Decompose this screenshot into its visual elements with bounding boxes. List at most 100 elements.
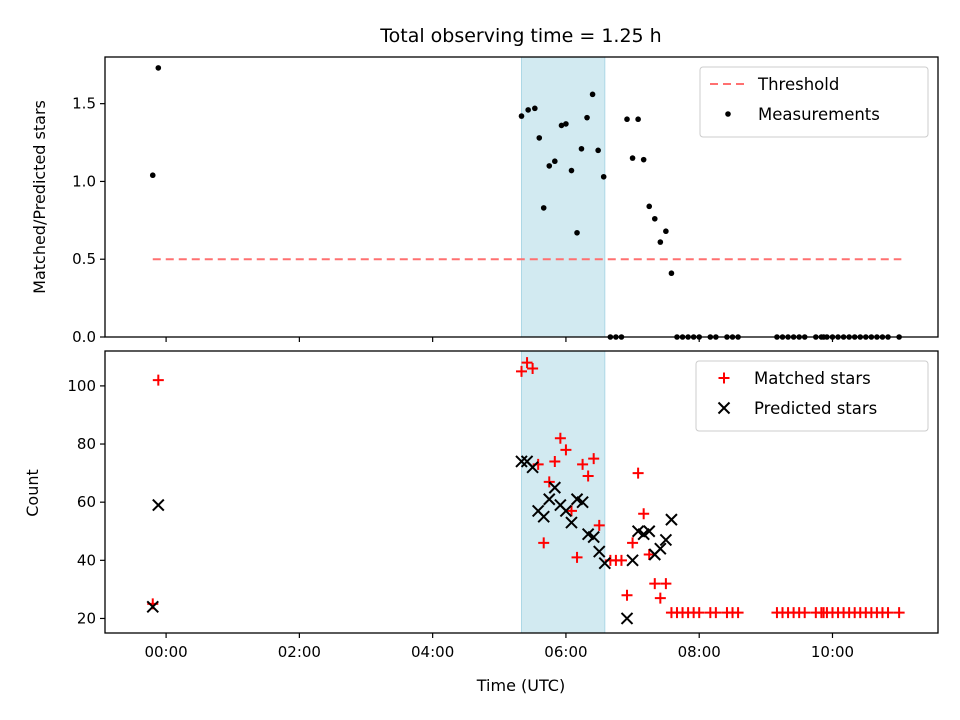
predicted-star-marker xyxy=(620,612,634,625)
top-plot-frame xyxy=(104,56,939,338)
top-shaded-span xyxy=(521,56,606,338)
matched-star-marker xyxy=(632,467,644,479)
predicted-star-marker xyxy=(559,504,573,518)
matched-star-marker xyxy=(577,458,589,470)
predicted-star-marker xyxy=(543,493,556,506)
matched-star-marker xyxy=(549,455,561,467)
legend-matched-swatch xyxy=(718,372,730,384)
x-axis-label: Time (UTC) xyxy=(476,676,565,695)
measurement-point xyxy=(668,270,675,277)
measurement-point xyxy=(624,116,630,123)
measurement-point xyxy=(540,205,547,211)
measurement-point xyxy=(635,116,641,123)
top-y-tick-label: 0.5 xyxy=(72,250,96,268)
measurement-point xyxy=(663,228,669,235)
matched-star-marker xyxy=(527,362,539,374)
top-y-tick-label: 1.0 xyxy=(72,172,96,190)
measurement-point xyxy=(536,135,543,141)
measurement-point xyxy=(525,107,531,113)
measurement-point xyxy=(629,155,636,161)
predicted-star-marker xyxy=(659,533,673,547)
legend-predicted-swatch xyxy=(717,401,731,415)
measurement-point xyxy=(600,173,607,180)
matched-star-marker xyxy=(893,607,905,619)
measurement-point xyxy=(589,91,596,98)
predicted-star-marker xyxy=(565,516,578,529)
matched-star-marker xyxy=(615,554,627,566)
measurement-point xyxy=(518,113,525,119)
measurement-point xyxy=(155,65,162,71)
predicted-star-marker xyxy=(665,513,678,526)
predicted-star-marker xyxy=(537,510,550,523)
matched-star-marker xyxy=(693,607,705,619)
measurement-point xyxy=(640,156,647,163)
matched-star-marker xyxy=(627,537,639,549)
measurement-point xyxy=(558,122,565,129)
bottom-y-tick-label: 20 xyxy=(77,609,96,627)
top-legend-box xyxy=(699,66,929,138)
matched-star-marker xyxy=(152,374,164,386)
matched-star-marker xyxy=(710,607,722,619)
legend-label: Matched stars xyxy=(754,369,871,388)
predicted-star-marker xyxy=(587,530,600,544)
predicted-star-marker xyxy=(643,525,656,538)
bottom-shaded-span xyxy=(521,350,606,634)
measurement-point xyxy=(546,163,553,169)
predicted-star-marker xyxy=(626,554,639,567)
bottom-plot-frame xyxy=(104,350,939,634)
matched-star-marker xyxy=(538,537,550,549)
predicted-star-marker xyxy=(526,461,539,474)
measurement-point xyxy=(657,239,664,245)
legend-label: Predicted stars xyxy=(754,399,877,418)
predicted-star-marker xyxy=(152,498,165,512)
x-tick-label: 08:00 xyxy=(678,643,721,661)
measurement-point xyxy=(574,229,580,236)
matched-star-marker xyxy=(516,365,527,377)
x-tick-label: 04:00 xyxy=(411,643,454,661)
bottom-y-axis-label: Count xyxy=(23,469,42,517)
matched-star-marker xyxy=(593,519,605,531)
matched-star-marker xyxy=(543,476,555,488)
predicted-star-marker xyxy=(515,455,528,468)
matched-star-marker xyxy=(649,578,661,590)
bottom-y-tick-label: 60 xyxy=(77,493,96,511)
predicted-star-marker xyxy=(576,495,589,509)
measurement-point xyxy=(646,203,653,210)
matched-star-marker xyxy=(571,551,583,563)
predicted-star-marker xyxy=(598,557,612,570)
top-y-tick-label: 0.0 xyxy=(72,328,96,346)
matched-star-marker xyxy=(521,357,533,369)
legend-label: Threshold xyxy=(757,75,839,94)
matched-star-marker xyxy=(882,607,894,619)
bottom-legend-box xyxy=(695,360,929,432)
bottom-y-tick-label: 100 xyxy=(67,377,96,395)
bottom-legend: Matched stars Predicted stars xyxy=(695,360,929,432)
matched-star-marker xyxy=(643,549,655,561)
measurement-point xyxy=(552,158,558,165)
legend-measurement-swatch xyxy=(725,111,731,117)
predicted-star-marker xyxy=(593,545,606,558)
matched-star-marker xyxy=(638,508,650,520)
chart-title: Total observing time = 1.25 h xyxy=(379,25,661,47)
measurement-point xyxy=(584,114,590,121)
bottom-panel: 00:00 02:00 04:00 06:00 08:00 10:00 20 40 60 80 10… xyxy=(67,350,939,661)
x-tick-label: 00:00 xyxy=(144,643,187,661)
matched-star-marker xyxy=(588,453,600,465)
predicted-star-marker xyxy=(654,542,667,555)
matched-star-marker xyxy=(582,470,594,482)
legend-label: Measurements xyxy=(758,105,880,124)
matched-star-marker xyxy=(565,505,577,517)
measurement-point xyxy=(651,215,658,222)
measurement-point xyxy=(578,145,585,152)
matched-star-marker xyxy=(560,444,572,456)
x-tick-label: 10:00 xyxy=(811,643,854,661)
top-y-axis-label: Matched/Predicted stars xyxy=(30,100,49,294)
top-y-tick-label: 1.5 xyxy=(72,95,96,113)
bottom-y-tick-label: 80 xyxy=(77,435,96,453)
matched-star-marker xyxy=(621,589,633,601)
matched-star-marker xyxy=(732,607,744,619)
measurement-point xyxy=(563,121,569,127)
top-panel: 0.0 0.5 1.0 1.5 Threshold Measurements xyxy=(72,56,939,346)
x-tick-label: 06:00 xyxy=(544,643,587,661)
